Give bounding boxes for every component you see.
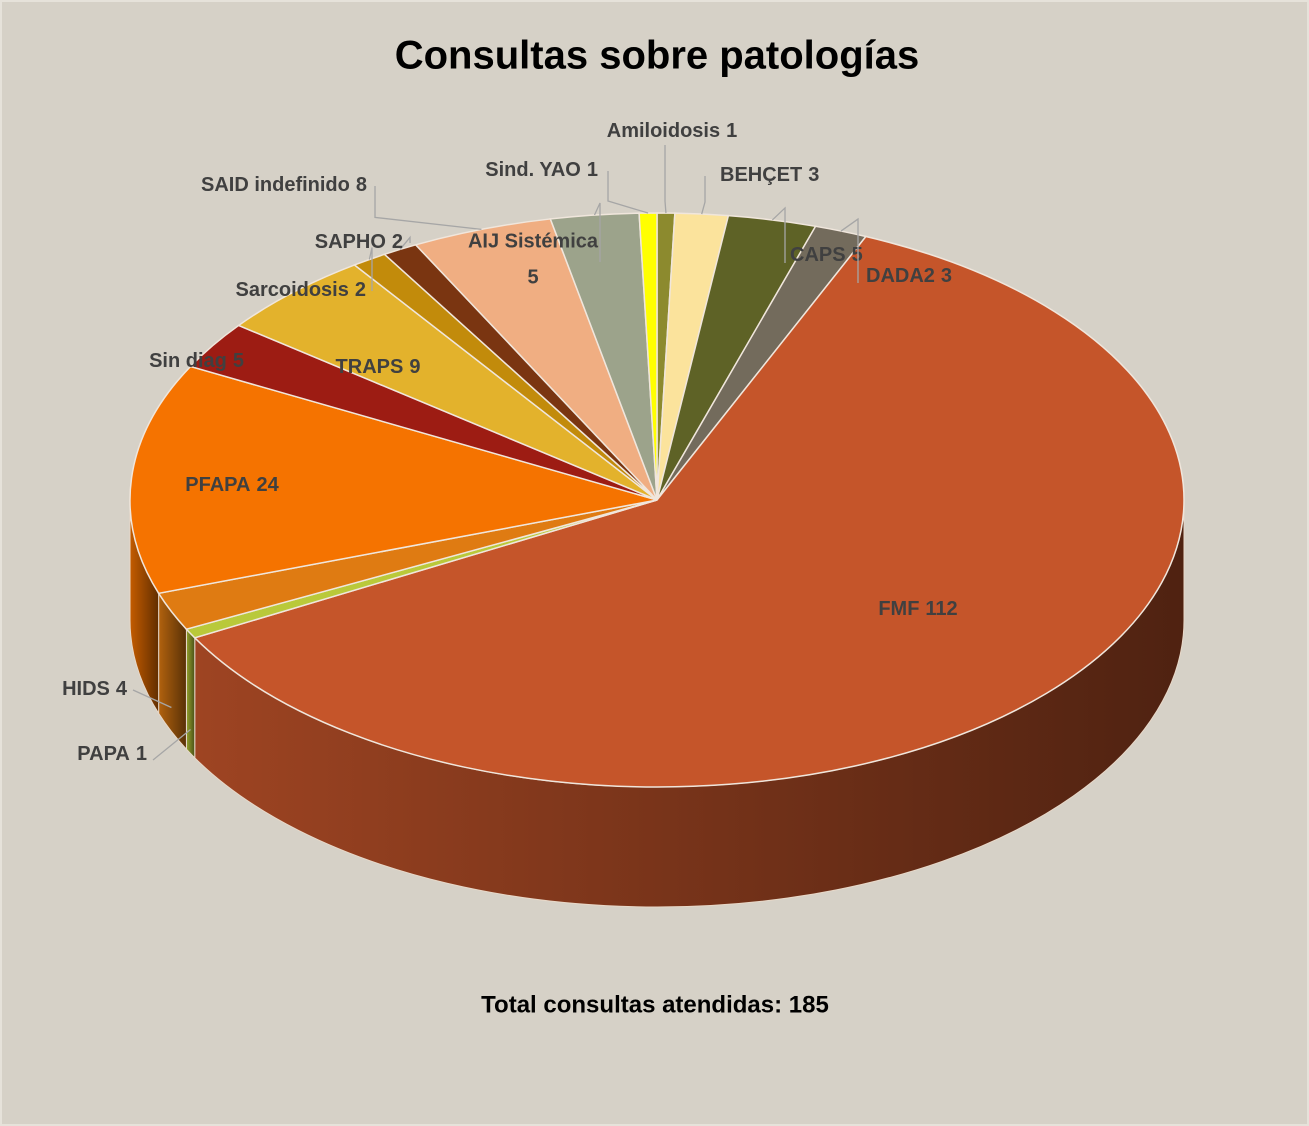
- pie-slice: [237, 264, 658, 501]
- data-label-value: 1: [726, 120, 737, 142]
- data-label-value: 9: [409, 356, 420, 378]
- data-label-category: FMF: [878, 598, 919, 620]
- leader-line: [399, 235, 411, 250]
- data-label-value: 3: [941, 265, 952, 287]
- leader-line: [132, 689, 172, 709]
- data-label-category: SAID indefinido: [201, 174, 350, 196]
- leader-line: [701, 176, 706, 215]
- leader-line: [840, 217, 859, 283]
- data-label-category: AIJ Sistémica: [468, 230, 599, 252]
- data-label: CAPS 5: [790, 244, 863, 266]
- leader-line: [664, 145, 667, 214]
- data-label-category: HIDS: [62, 678, 110, 700]
- data-label: DADA2 3: [866, 265, 952, 287]
- data-label: TRAPS 9: [336, 356, 421, 378]
- data-label-value: 4: [116, 678, 128, 700]
- data-label-category: TRAPS: [336, 356, 404, 378]
- data-label-value: 2: [392, 231, 403, 253]
- data-label-value: 5: [233, 350, 244, 372]
- leader-line: [374, 186, 482, 231]
- data-label-value: 1: [136, 743, 147, 765]
- data-label-category: Sind. YAO: [485, 159, 581, 181]
- data-label-category: SAPHO: [315, 231, 386, 253]
- data-label-value: 24: [256, 474, 279, 496]
- chart-title: Consultas sobre patologías: [395, 34, 920, 78]
- data-label-value: 5: [852, 244, 863, 266]
- data-label-value: 8: [356, 174, 367, 196]
- leader-line: [771, 206, 786, 263]
- data-label-category: DADA2: [866, 265, 935, 287]
- data-label-category: Sarcoidosis: [235, 279, 348, 301]
- data-label: PFAPA 24: [185, 474, 279, 496]
- data-label-category: Sin diag: [149, 350, 227, 372]
- data-label: Sin diag 5: [149, 350, 244, 372]
- data-label: FMF 112: [878, 598, 957, 620]
- leader-line: [593, 202, 601, 262]
- data-label: SAPHO 2: [315, 231, 403, 253]
- pie-slice: [193, 235, 1185, 788]
- leader-line: [368, 247, 373, 291]
- pie-slice: [638, 212, 658, 501]
- data-label-value: 3: [808, 164, 819, 186]
- data-label-category: BEHÇET: [720, 164, 802, 186]
- data-label: HIDS 4: [62, 678, 128, 700]
- data-label-category: PFAPA: [185, 474, 250, 496]
- data-label-value: 2: [355, 279, 366, 301]
- data-label-category: CAPS: [790, 244, 846, 266]
- data-label-value: 112: [925, 598, 957, 620]
- leader-line: [152, 729, 191, 761]
- pie-side: [185, 627, 196, 760]
- data-label: SAID indefinido 8: [201, 174, 367, 196]
- data-label: BEHÇET 3: [720, 164, 819, 186]
- chart-note: Total consultas atendidas: 185: [481, 991, 829, 1018]
- data-label-value: 1: [587, 159, 598, 181]
- data-label-value: 5: [527, 266, 538, 288]
- pie-slice: [129, 365, 658, 595]
- data-label: Sind. YAO 1: [485, 159, 598, 181]
- leader-line: [607, 171, 649, 214]
- data-label: Sarcoidosis 2: [235, 279, 366, 301]
- data-label: Amiloidosis 1: [607, 120, 737, 142]
- data-label-category: PAPA: [77, 743, 130, 765]
- data-label: PAPA 1: [77, 743, 147, 765]
- data-label-category: Amiloidosis: [607, 120, 720, 142]
